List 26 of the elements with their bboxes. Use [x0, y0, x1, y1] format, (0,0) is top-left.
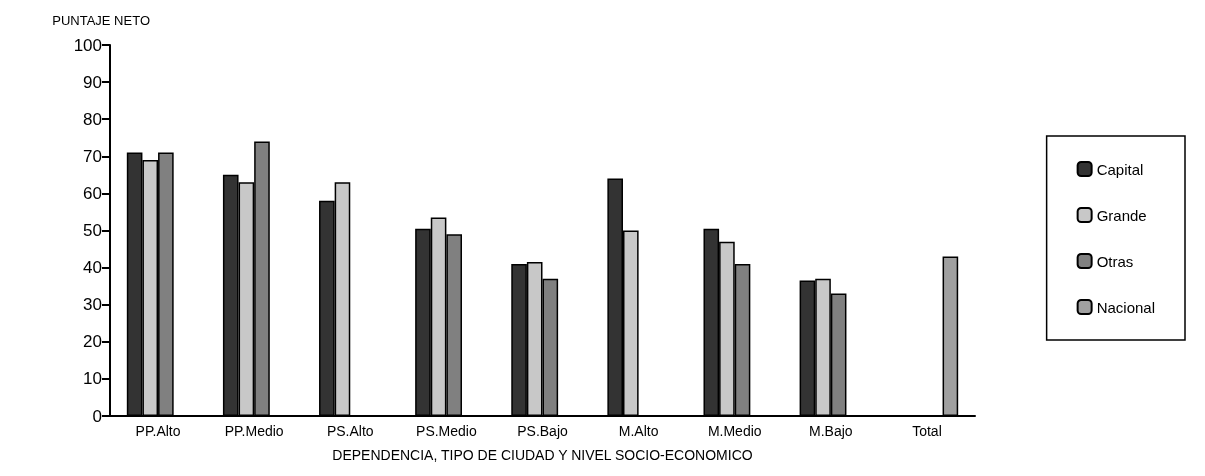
- x-tick-label: PS.Bajo: [517, 423, 568, 439]
- y-tick-label: 30: [83, 295, 102, 315]
- y-axis-title: PUNTAJE NETO: [52, 13, 150, 28]
- y-tick-label: 40: [83, 258, 102, 278]
- y-tick-label: 90: [83, 72, 102, 92]
- y-tick-label: 0: [92, 406, 102, 426]
- x-tick-label: Total: [912, 423, 942, 439]
- x-tick-label: M.Medio: [707, 423, 762, 439]
- x-tick-label: PS.Alto: [326, 423, 374, 439]
- y-tick-label: 50: [83, 221, 102, 240]
- x-axis-title: DEPENDENCIA, TIPO DE CIUDAD Y NIVEL SOCIO-ECONOMICO: [332, 447, 753, 463]
- y-tick-label: 20: [83, 332, 102, 352]
- x-tick-label: PP.Medio: [224, 423, 284, 439]
- y-tick-label: 100: [73, 35, 102, 55]
- legend-label: Otras: [1096, 252, 1134, 270]
- legend-label: Grande: [1096, 206, 1147, 224]
- y-tick-label: 80: [83, 109, 102, 129]
- legend-label: Nacional: [1096, 298, 1156, 316]
- x-tick-label: M.Alto: [618, 423, 659, 439]
- y-tick-label: 60: [83, 183, 102, 203]
- legend-label: Capital: [1096, 160, 1144, 178]
- y-tick-label: 70: [83, 146, 102, 166]
- x-tick-label: PS.Medio: [416, 423, 477, 439]
- y-tick-label: 10: [83, 369, 102, 389]
- x-tick-label: M.Bajo: [809, 423, 853, 439]
- x-tick-label: PP.Alto: [135, 423, 181, 439]
